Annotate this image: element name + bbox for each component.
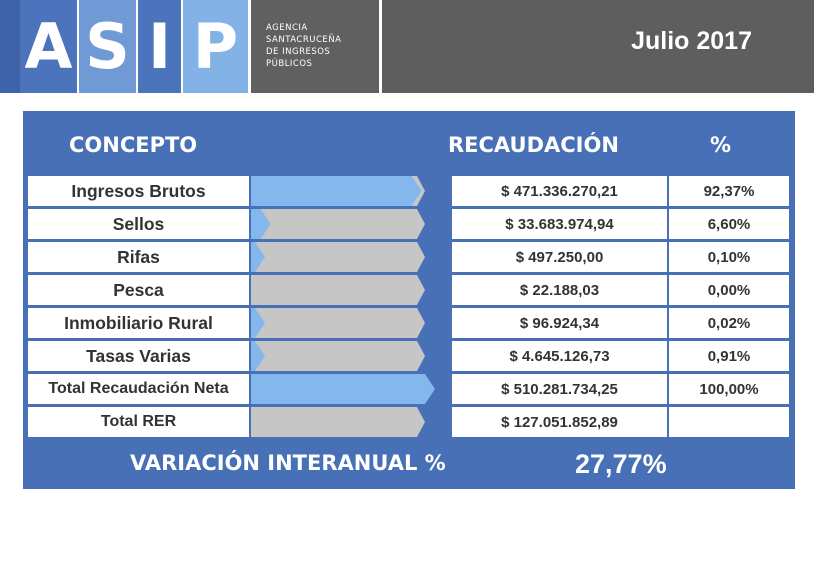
row-concept: Inmobiliario Rural [28,308,249,338]
table-row: Total RER $ 127.051.852,89 [28,407,789,437]
row-concept: Total Recaudación Neta [28,374,249,404]
row-percent [669,407,789,437]
share-bar-track [251,242,425,272]
row-percent: 0,10% [669,242,789,272]
agency-name-box: AGENCIA SANTACRUCEÑA DE INGRESOS PÚBLICO… [251,0,379,93]
share-bar-track [251,308,425,338]
share-bar-track [251,341,425,371]
row-share-bar [251,209,427,239]
share-bar-svg [251,176,425,206]
share-bar-svg [251,308,425,338]
row-share-bar [251,242,427,272]
logo-letter-i: I [138,0,181,93]
agency-line: DE INGRESOS [266,47,331,57]
header-recaudacion: RECAUDACIÓN [448,133,619,157]
row-amount: $ 127.051.852,89 [452,407,667,437]
variation-label: VARIACIÓN INTERANUAL % [130,451,446,475]
agency-line: SANTACRUCEÑA [266,35,342,45]
row-percent: 100,00% [669,374,789,404]
share-bar-svg [251,242,425,272]
share-bar-svg [251,209,425,239]
share-bar-track [251,407,425,437]
table-row: Ingresos Brutos $ 471.336.270,21 92,37% [28,176,789,206]
header-concepto: CONCEPTO [69,133,198,157]
agency-line: AGENCIA [266,23,308,33]
row-percent: 0,91% [669,341,789,371]
share-bar-fill [251,308,265,338]
share-bar-fill [251,374,435,404]
share-bar-fill [251,341,265,371]
row-share-bar [251,308,427,338]
row-amount: $ 96.924,34 [452,308,667,338]
date-box: Julio 2017 [382,0,814,93]
row-share-bar [251,176,427,206]
share-bar-track [251,209,425,239]
table-footer: VARIACIÓN INTERANUAL % 27,77% [23,442,795,489]
share-bar-svg [251,374,435,404]
revenue-table: CONCEPTO RECAUDACIÓN % Ingresos Brutos $ … [23,111,795,489]
share-bar-fill [251,242,265,272]
share-bar-fill [251,209,271,239]
row-amount: $ 22.188,03 [452,275,667,305]
row-share-bar [251,275,427,305]
agency-name: AGENCIA SANTACRUCEÑA DE INGRESOS PÚBLICO… [266,22,341,70]
row-concept: Tasas Varias [28,341,249,371]
share-bar-svg [251,407,425,437]
row-percent: 6,60% [669,209,789,239]
table-row: Rifas $ 497.250,00 0,10% [28,242,789,272]
logo-letter-s: S [79,0,136,93]
row-amount: $ 510.281.734,25 [452,374,667,404]
row-concept: Sellos [28,209,249,239]
table-row: Pesca $ 22.188,03 0,00% [28,275,789,305]
row-concept: Rifas [28,242,249,272]
row-concept: Ingresos Brutos [28,176,249,206]
row-percent: 92,37% [669,176,789,206]
header: A S I P AGENCIA SANTACRUCEÑA DE INGRESOS… [0,0,814,93]
row-share-bar [251,374,435,404]
share-bar-svg [251,341,425,371]
row-amount: $ 4.645.126,73 [452,341,667,371]
row-concept: Pesca [28,275,249,305]
row-amount: $ 33.683.974,94 [452,209,667,239]
logo-letter-p: P [183,0,248,93]
header-percent: % [710,133,732,157]
row-share-bar [251,407,427,437]
row-share-bar [251,341,427,371]
share-bar-track [251,275,425,305]
agency-line: PÚBLICOS [266,59,313,69]
logo-strip [0,0,20,93]
table-row: Tasas Varias $ 4.645.126,73 0,91% [28,341,789,371]
table-row: Sellos $ 33.683.974,94 6,60% [28,209,789,239]
share-bar-fill [251,176,422,206]
table-row: Inmobiliario Rural $ 96.924,34 0,02% [28,308,789,338]
report-date: Julio 2017 [631,27,752,55]
row-amount: $ 471.336.270,21 [452,176,667,206]
row-amount: $ 497.250,00 [452,242,667,272]
table-row: Total Recaudación Neta $ 510.281.734,25 10… [28,374,789,404]
row-concept: Total RER [28,407,249,437]
logo-letter-a: A [20,0,77,93]
variation-value: 27,77% [575,449,667,479]
row-percent: 0,00% [669,275,789,305]
share-bar-svg [251,275,425,305]
row-percent: 0,02% [669,308,789,338]
